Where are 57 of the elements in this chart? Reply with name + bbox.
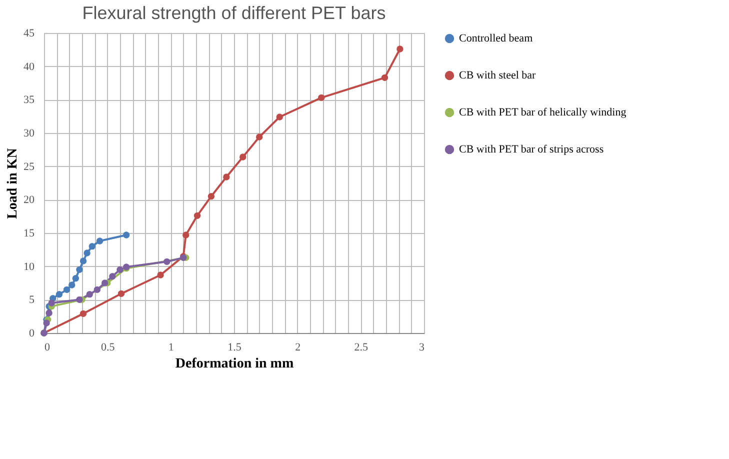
point [96, 238, 104, 244]
legend-label: CB with steel bar [459, 70, 536, 82]
point [76, 296, 83, 304]
y-tick-label: 35 [24, 94, 35, 106]
y-tick-label: 20 [24, 194, 35, 206]
point [46, 310, 52, 316]
x-tick-label: 0 [44, 342, 50, 354]
y-tick-label: 15 [24, 228, 35, 240]
x-tick-label: 1 [168, 342, 174, 354]
point [157, 272, 164, 278]
point [43, 320, 50, 326]
x-tick-label: 2 [295, 342, 301, 354]
point [240, 154, 246, 160]
point [109, 272, 116, 280]
point [76, 266, 83, 274]
y-tick-label: 45 [24, 28, 35, 40]
point [223, 174, 230, 180]
point [68, 282, 76, 288]
y-tick-label: 40 [24, 60, 35, 73]
chart-title: Flexural strength of different PET bars [82, 3, 386, 23]
legend-label: CB with PET bar of helically winding [459, 106, 627, 118]
point [381, 74, 388, 82]
point [194, 212, 201, 220]
point [256, 134, 263, 140]
point [94, 286, 101, 294]
point [318, 94, 325, 102]
legend-label: CB with PET bar of strips across [459, 144, 604, 156]
point [80, 258, 87, 264]
point [84, 250, 90, 256]
y-tick-label: 0 [29, 328, 35, 340]
point [208, 192, 215, 200]
y-tick-label: 10 [24, 260, 35, 273]
legend-label: Controlled beam [459, 32, 534, 44]
point [101, 280, 108, 286]
point [396, 46, 404, 52]
x-tick-label: 1.5 [228, 342, 242, 354]
point [118, 290, 125, 298]
point [164, 258, 170, 266]
point [116, 266, 124, 274]
point [80, 310, 87, 318]
x-tick-label: 2.5 [354, 342, 369, 354]
point [122, 232, 130, 238]
y-tick-label: 30 [24, 128, 35, 140]
point [276, 114, 283, 120]
x-tick-label: 3 [419, 342, 425, 354]
y-axis-title: Load in KN [6, 148, 20, 219]
x-axis-title: Deformation in mm [175, 356, 294, 372]
point [86, 290, 93, 298]
y-tick-label: 5 [29, 294, 35, 306]
point [72, 274, 80, 282]
y-tick-label: 25 [24, 160, 35, 173]
x-tick-label: 0.5 [100, 342, 116, 354]
point [63, 286, 70, 294]
point [88, 242, 96, 250]
point [182, 232, 190, 238]
point [56, 290, 63, 298]
point [48, 300, 55, 306]
